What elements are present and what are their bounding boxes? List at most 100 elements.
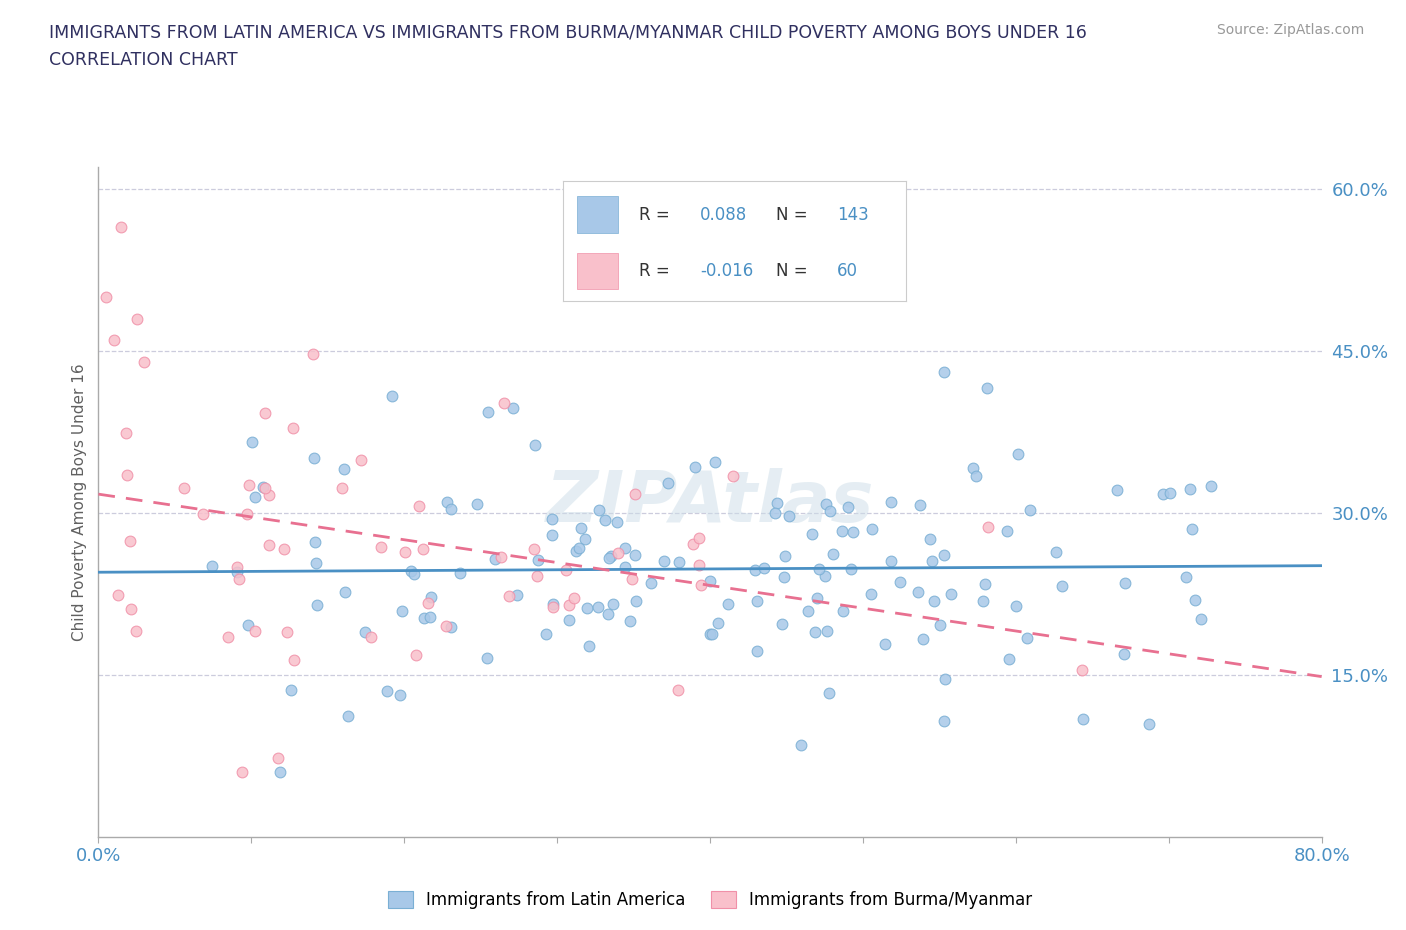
Point [706, 616, 728, 631]
Point [912, 631, 935, 646]
Point [240, 434, 263, 449]
Point [489, 550, 512, 565]
Point [440, 501, 463, 516]
Point [821, 547, 844, 562]
Point [574, 531, 596, 546]
Point [568, 540, 591, 555]
Point [586, 599, 609, 614]
Point [304, 534, 326, 549]
Point [564, 591, 586, 605]
Point [283, 652, 305, 667]
Point [408, 498, 430, 513]
Point [231, 764, 253, 779]
Point [815, 624, 838, 639]
Point [837, 500, 859, 515]
Point [492, 396, 515, 411]
Point [238, 478, 260, 493]
Point [614, 540, 637, 555]
Point [569, 521, 592, 536]
Point [626, 593, 648, 608]
Point [652, 553, 675, 568]
Point [526, 553, 548, 568]
Point [477, 405, 499, 419]
Point [283, 420, 305, 435]
Point [267, 751, 290, 765]
Point [236, 618, 259, 632]
Point [790, 737, 813, 752]
Point [370, 539, 392, 554]
Point [614, 560, 637, 575]
Point [606, 514, 628, 529]
Point [814, 568, 837, 583]
Text: IMMIGRANTS FROM LATIN AMERICA VS IMMIGRANTS FROM BURMA/MYANMAR CHILD POVERTY AMO: IMMIGRANTS FROM LATIN AMERICA VS IMMIGRA… [49, 23, 1087, 41]
Point [394, 544, 416, 559]
Point [841, 562, 863, 577]
Point [995, 524, 1018, 538]
Point [337, 709, 360, 724]
Point [668, 554, 690, 569]
Point [399, 564, 422, 578]
Point [806, 591, 828, 605]
Point [301, 346, 323, 361]
Point [1045, 544, 1067, 559]
Point [477, 651, 499, 666]
Point [745, 644, 768, 658]
Point [593, 512, 616, 527]
Point [252, 480, 274, 495]
Point [747, 594, 769, 609]
Point [1114, 576, 1136, 591]
Point [412, 542, 434, 557]
Point [375, 684, 398, 699]
Point [505, 588, 527, 603]
Point [440, 619, 463, 634]
Point [880, 494, 903, 509]
Point [305, 598, 328, 613]
Point [578, 638, 600, 653]
Point [804, 625, 827, 640]
Point [402, 566, 425, 581]
Point [269, 764, 291, 779]
Point [555, 563, 578, 578]
Point [688, 558, 710, 573]
Point [1070, 662, 1092, 677]
Point [125, 312, 148, 326]
Point [498, 588, 520, 603]
Point [889, 575, 911, 590]
Point [920, 531, 942, 546]
Point [419, 610, 441, 625]
Point [225, 559, 247, 574]
Point [436, 495, 458, 510]
Point [416, 595, 439, 610]
Point [623, 547, 645, 562]
Point [1152, 486, 1174, 501]
Point [1015, 631, 1038, 645]
Point [412, 611, 434, 626]
Point [619, 614, 641, 629]
Point [754, 561, 776, 576]
Point [173, 481, 195, 496]
Point [873, 637, 896, 652]
Point [620, 572, 643, 587]
Point [623, 486, 645, 501]
Point [1139, 716, 1161, 731]
Point [908, 498, 931, 512]
Point [236, 507, 259, 522]
Point [818, 504, 841, 519]
Point [1105, 483, 1128, 498]
Point [607, 546, 630, 561]
Point [543, 599, 565, 614]
Point [860, 586, 883, 601]
Point [502, 400, 524, 415]
Point [974, 577, 997, 591]
Point [704, 455, 727, 470]
Point [434, 618, 457, 633]
Point [1005, 599, 1028, 614]
Point [254, 405, 277, 420]
Point [773, 549, 796, 564]
Point [1199, 479, 1222, 494]
Point [524, 438, 547, 453]
Point [1114, 646, 1136, 661]
Point [817, 686, 839, 701]
Point [814, 497, 837, 512]
Point [134, 354, 156, 369]
